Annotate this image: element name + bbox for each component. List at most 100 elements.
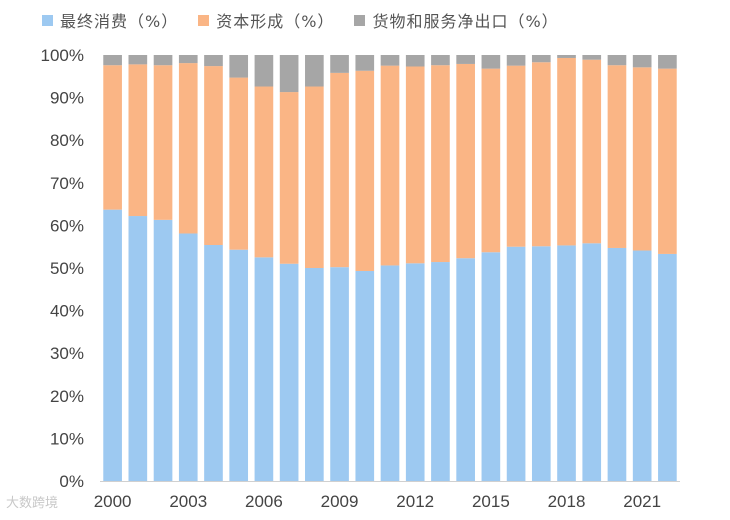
bar-capital-2018: [557, 57, 576, 246]
bar-capital-2020: [607, 65, 627, 248]
bar-capital-2021: [632, 67, 652, 251]
bar-capital-2004: [204, 66, 223, 245]
bar-consumption-2017: [531, 246, 551, 481]
bar-net-exports-2017: [531, 55, 551, 63]
legend-swatch-consumption: [42, 14, 53, 26]
y-tick-label: 50%: [50, 259, 84, 278]
bar-capital-2016: [506, 65, 526, 247]
bar-capital-2006: [254, 86, 274, 258]
y-tick-label: 30%: [50, 344, 84, 363]
bar-net-exports-2009: [330, 55, 349, 73]
bar-consumption-2021: [632, 250, 652, 481]
y-tick-label: 10%: [50, 429, 84, 448]
bar-capital-2002: [153, 65, 173, 220]
legend-swatch-capital: [198, 14, 210, 26]
bar-capital-2015: [481, 68, 501, 253]
bar-consumption-2014: [456, 258, 475, 481]
x-tick-label: 2000: [94, 492, 132, 511]
bar-capital-2009: [330, 72, 349, 268]
bar-consumption-2009: [330, 267, 349, 481]
legend-item-consumption: 最终消费（%）: [42, 8, 178, 32]
watermark: 大数跨境: [6, 496, 59, 511]
bar-net-exports-2018: [557, 55, 576, 58]
bar-consumption-2010: [355, 270, 375, 481]
legend: 最终消费（%） 资本形成（%） 货物和服务净出口（%）: [42, 8, 559, 32]
bar-consumption-2002: [153, 219, 173, 482]
bar-net-exports-2014: [456, 55, 475, 64]
bar-net-exports-2004: [204, 55, 223, 67]
bar-consumption-2020: [607, 247, 627, 481]
bar-net-exports-2001: [128, 55, 148, 65]
legend-item-net-exports: 货物和服务净出口（%）: [354, 8, 558, 32]
bar-net-exports-2019: [582, 55, 602, 60]
bar-consumption-2005: [229, 249, 249, 481]
legend-label-net-exports: 货物和服务净出口（%）: [372, 12, 559, 31]
x-tick-label: 2012: [396, 492, 434, 511]
legend-item-capital: 资本形成（%）: [198, 8, 334, 32]
bar-capital-2000: [103, 65, 122, 210]
bar-net-exports-2022: [658, 55, 677, 69]
bar-capital-2011: [380, 65, 400, 266]
bar-net-exports-2000: [103, 55, 122, 66]
bar-capital-2022: [658, 68, 677, 254]
bar-consumption-2004: [204, 245, 223, 481]
bar-net-exports-2015: [481, 55, 501, 69]
x-tick-label: 2003: [169, 492, 207, 511]
bar-consumption-2019: [582, 243, 602, 481]
bar-net-exports-2006: [254, 55, 274, 87]
y-tick-label: 40%: [50, 302, 84, 321]
legend-swatch-net-exports: [354, 14, 366, 26]
y-axis: 0% 10% 20% 30% 40% 50% 60% 70% 80% 90% 100%: [41, 46, 84, 491]
bar-consumption-2015: [481, 252, 501, 481]
y-tick-label: 100%: [41, 46, 84, 65]
bar-capital-2013: [431, 65, 450, 263]
y-tick-label: 0%: [59, 472, 84, 491]
bar-consumption-2000: [103, 209, 122, 481]
bar-net-exports-2011: [380, 55, 400, 66]
y-tick-label: 90%: [50, 89, 84, 108]
bar-consumption-2006: [254, 257, 274, 481]
y-tick-label: 20%: [50, 387, 84, 406]
y-tick-label: 70%: [50, 174, 84, 193]
bar-net-exports-2003: [178, 55, 198, 64]
bar-capital-2008: [305, 86, 324, 269]
x-tick-label: 2015: [472, 492, 510, 511]
bar-capital-2003: [178, 63, 198, 234]
bar-net-exports-2005: [229, 55, 249, 78]
x-tick-label: 2009: [321, 492, 359, 511]
bar-consumption-2003: [178, 233, 198, 481]
bar-capital-2017: [531, 62, 551, 247]
bar-capital-2001: [128, 64, 148, 217]
bar-consumption-2013: [431, 262, 450, 481]
bar-capital-2014: [456, 63, 475, 259]
bar-net-exports-2016: [506, 55, 526, 66]
x-tick-label: 2018: [548, 492, 586, 511]
bar-net-exports-2010: [355, 55, 375, 71]
bar-net-exports-2007: [279, 55, 299, 93]
bar-net-exports-2021: [632, 55, 652, 68]
bar-capital-2019: [582, 59, 602, 244]
legend-label-capital: 资本形成（%）: [216, 12, 335, 31]
bar-capital-2010: [355, 70, 375, 271]
bar-capital-2005: [229, 77, 249, 250]
bars-group: [103, 55, 677, 482]
bar-net-exports-2002: [153, 55, 173, 66]
bar-consumption-2008: [305, 268, 324, 481]
bar-capital-2012: [405, 66, 425, 264]
x-tick-label: 2006: [245, 492, 283, 511]
bar-consumption-2012: [405, 263, 425, 481]
bar-consumption-2018: [557, 245, 576, 481]
bar-consumption-2007: [279, 263, 299, 481]
legend-label-consumption: 最终消费（%）: [60, 12, 179, 31]
bar-capital-2007: [279, 92, 299, 264]
x-tick-label: 2021: [623, 492, 661, 511]
y-tick-label: 80%: [50, 131, 84, 150]
bar-net-exports-2008: [305, 55, 324, 87]
bar-net-exports-2012: [405, 55, 425, 67]
y-tick-label: 60%: [50, 216, 84, 235]
bar-consumption-2022: [658, 253, 677, 481]
bar-consumption-2016: [506, 246, 526, 481]
bar-consumption-2011: [380, 265, 400, 481]
bar-net-exports-2013: [431, 55, 450, 66]
